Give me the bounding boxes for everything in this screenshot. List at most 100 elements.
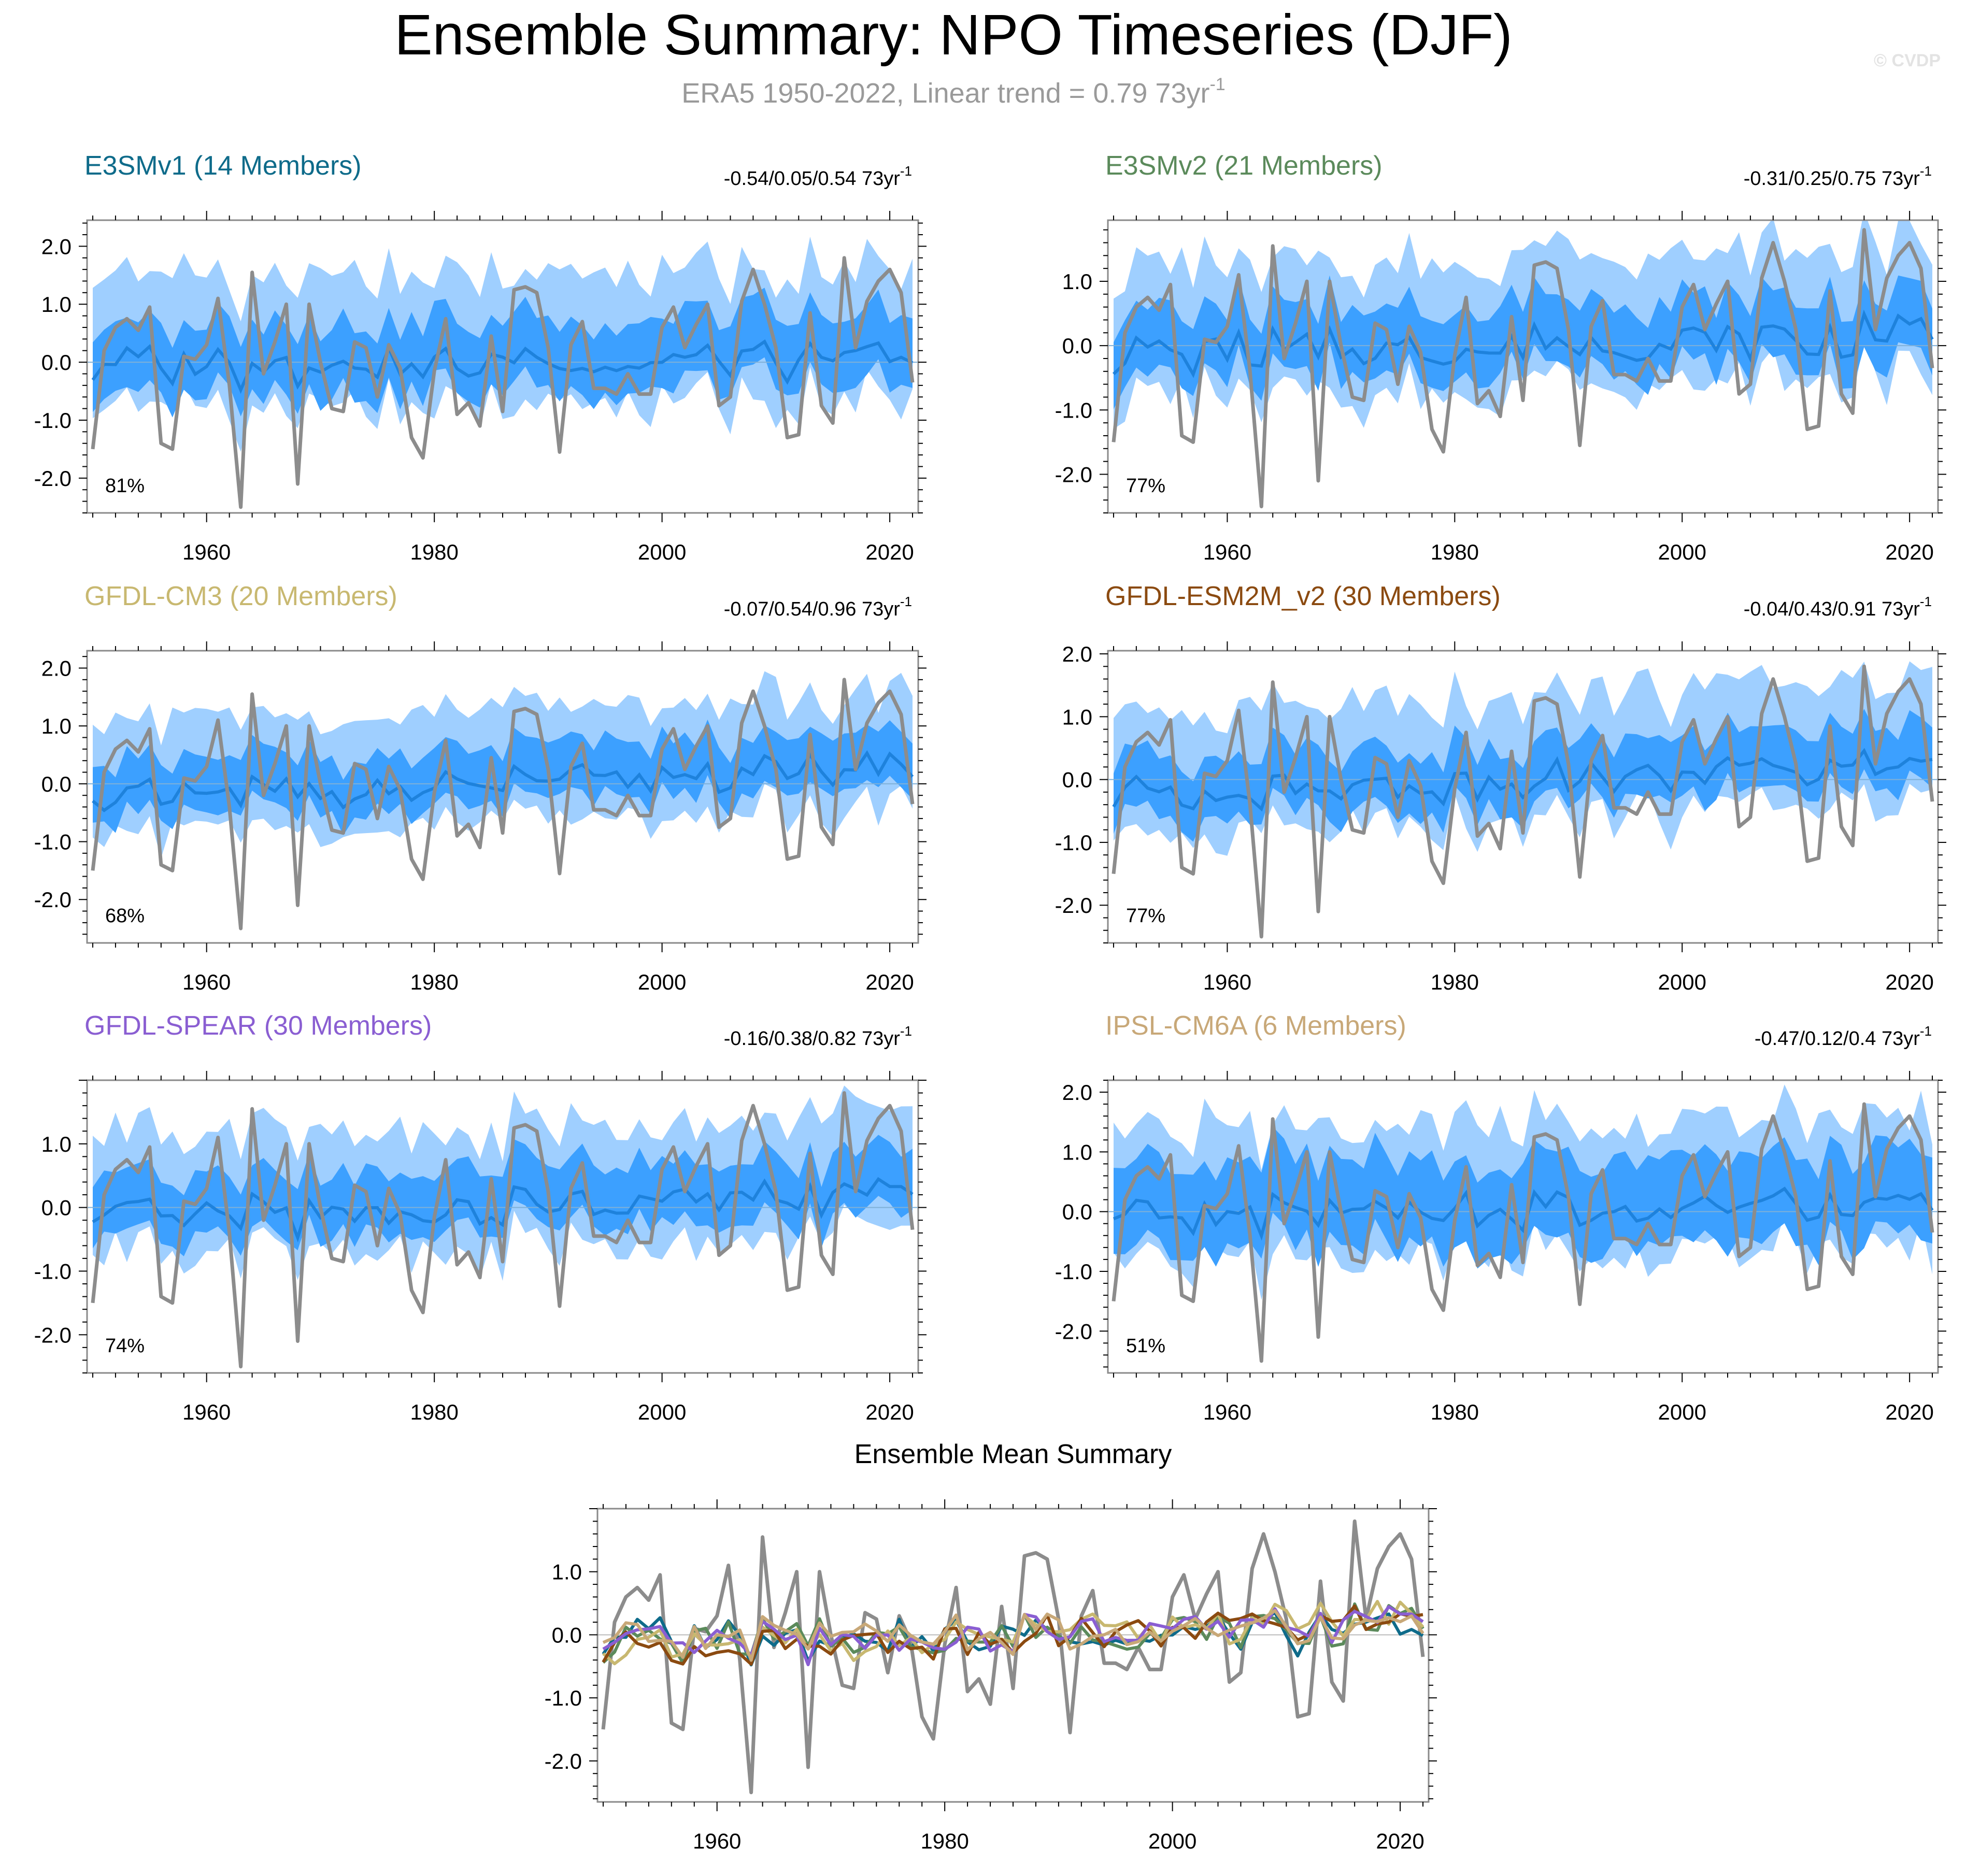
x-tick-label: 2020 [1885, 540, 1933, 564]
x-tick-label: 1980 [1431, 970, 1479, 994]
axis-ticks [79, 1071, 927, 1382]
ensemble-outer-band [1114, 661, 1932, 856]
x-tick-label: 1980 [410, 1400, 458, 1424]
y-tick-label: -2.0 [34, 887, 72, 912]
ensemble-inner-band [1114, 709, 1932, 842]
y-tick-label: 1.0 [41, 1132, 72, 1156]
figure-subtitle: ERA5 1950-2022, Linear trend = 0.79 73yr… [681, 75, 1225, 109]
plot-area [597, 1519, 1429, 1795]
x-tick-label: 1960 [1203, 1400, 1251, 1424]
panel-trend-label: -0.47/0.12/0.4 73yr-1 [1755, 1023, 1932, 1050]
panel-1: E3SMv1 (14 Members) -0.54/0.05/0.54 73yr-… [34, 151, 927, 564]
x-tick-label: 1960 [182, 970, 231, 994]
y-tick-label: -2.0 [34, 466, 72, 491]
y-tick-label: 1.0 [552, 1560, 582, 1584]
x-tick-label: 1980 [1431, 1400, 1479, 1424]
panel-trend-label: -0.04/0.43/0.91 73yr-1 [1744, 594, 1932, 620]
plot-area [1108, 220, 1938, 509]
x-tick-label: 1960 [182, 1400, 231, 1424]
panel-title: Ensemble Mean Summary [854, 1439, 1172, 1469]
axis-ticks [1100, 211, 1946, 522]
obs-line [1112, 1102, 1934, 1363]
x-tick-label: 1960 [1203, 970, 1251, 994]
obs-line [1112, 664, 1934, 939]
x-tick-label: 1960 [1203, 540, 1251, 564]
y-tick-label: 0.0 [41, 1196, 72, 1220]
y-tick-label: 0.0 [1062, 768, 1092, 792]
ensemble-mean-line [92, 750, 914, 812]
panel-5: GFDL-SPEAR (30 Members) -0.16/0.38/0.82 7… [34, 1011, 927, 1424]
y-tick-label: 1.0 [1062, 1140, 1092, 1164]
x-tick-label: 2020 [1885, 1400, 1933, 1424]
axis-ticks [79, 641, 927, 952]
panel-4: GFDL-ESM2M_v2 (30 Members) -0.04/0.43/0.9… [1055, 581, 1946, 994]
y-tick-label: 1.0 [1062, 705, 1092, 729]
y-tick-label: -2.0 [545, 1749, 582, 1773]
y-tick-label: -1.0 [1055, 830, 1092, 855]
y-tick-label: 1.0 [1062, 269, 1092, 294]
x-tick-label: 2000 [638, 1400, 686, 1424]
obs-line [91, 1091, 915, 1369]
percentile-rank-label: 68% [105, 905, 145, 927]
x-tick-label: 2000 [638, 540, 686, 564]
obs-line [91, 256, 915, 509]
y-tick-label: -2.0 [1055, 1319, 1092, 1343]
plot-area [87, 671, 918, 930]
panels-layer: E3SMv1 (14 Members) -0.54/0.05/0.54 73yr-… [34, 151, 1946, 1853]
axis-ticks [1100, 1071, 1946, 1382]
panel-trend-label: -0.16/0.38/0.82 73yr-1 [724, 1023, 912, 1050]
figure-subtitle-superscript: -1 [1209, 75, 1225, 94]
x-tick-label: 2000 [1658, 970, 1706, 994]
ensemble-inner-band [93, 719, 913, 836]
y-tick-label: -1.0 [34, 830, 72, 854]
plot-area [1108, 661, 1938, 939]
panel-title: GFDL-CM3 (20 Members) [84, 581, 397, 611]
x-tick-label: 1960 [693, 1829, 741, 1853]
obs-line [91, 678, 915, 930]
y-tick-label: 0.0 [1062, 334, 1092, 358]
x-tick-label: 2000 [1658, 540, 1706, 564]
x-tick-label: 2000 [1148, 1829, 1196, 1853]
y-tick-label: 2.0 [41, 234, 72, 259]
panel-trend-label: -0.54/0.05/0.54 73yr-1 [724, 163, 912, 190]
y-tick-label: 1.0 [41, 292, 72, 317]
y-tick-label: -1.0 [1055, 398, 1092, 422]
x-tick-label: 1980 [1431, 540, 1479, 564]
x-tick-label: 1960 [182, 540, 231, 564]
x-tick-label: 1980 [410, 970, 458, 994]
y-tick-label: 0.0 [552, 1623, 582, 1647]
y-tick-label: 0.0 [1062, 1200, 1092, 1224]
plot-area [87, 236, 918, 509]
y-tick-label: -2.0 [34, 1323, 72, 1347]
y-tick-label: -1.0 [545, 1686, 582, 1710]
axis-ticks [1100, 641, 1946, 952]
panel-title: E3SMv1 (14 Members) [84, 151, 362, 181]
x-tick-label: 2000 [1658, 1400, 1706, 1424]
x-tick-label: 1980 [410, 540, 458, 564]
axis-ticks [589, 1499, 1437, 1811]
panel-title: E3SMv2 (21 Members) [1105, 151, 1383, 181]
percentile-rank-label: 74% [105, 1335, 145, 1357]
ensemble-mean-line [91, 339, 914, 394]
ensemble-inner-band [1114, 1126, 1932, 1269]
panel-trend-label: -0.31/0.25/0.75 73yr-1 [1744, 163, 1932, 190]
series-line-GFDL-CM3 [602, 1600, 1424, 1666]
x-tick-label: 2020 [1885, 970, 1933, 994]
x-tick-label: 2020 [865, 970, 914, 994]
ensemble-inner-band [1114, 275, 1932, 409]
y-tick-label: 1.0 [41, 714, 72, 738]
y-tick-label: -2.0 [1055, 462, 1092, 486]
y-tick-label: -1.0 [34, 408, 72, 433]
panel-title: GFDL-SPEAR (30 Members) [84, 1011, 432, 1041]
y-tick-label: 2.0 [1062, 1080, 1092, 1105]
y-tick-label: 2.0 [1062, 642, 1092, 666]
x-tick-label: 2020 [865, 540, 914, 564]
x-tick-label: 2020 [1376, 1829, 1424, 1853]
ensemble-inner-band [93, 1135, 913, 1256]
panel-3: GFDL-CM3 (20 Members) -0.07/0.54/0.96 73y… [34, 581, 927, 994]
series-line-IPSL-CM6A [602, 1609, 1424, 1662]
panel-7: Ensemble Mean Summary 1.0 0.0 -1.0 -2.0 1960 1… [545, 1439, 1437, 1853]
percentile-rank-label: 77% [1126, 475, 1165, 497]
series-line-E3SMv1 [602, 1611, 1424, 1667]
